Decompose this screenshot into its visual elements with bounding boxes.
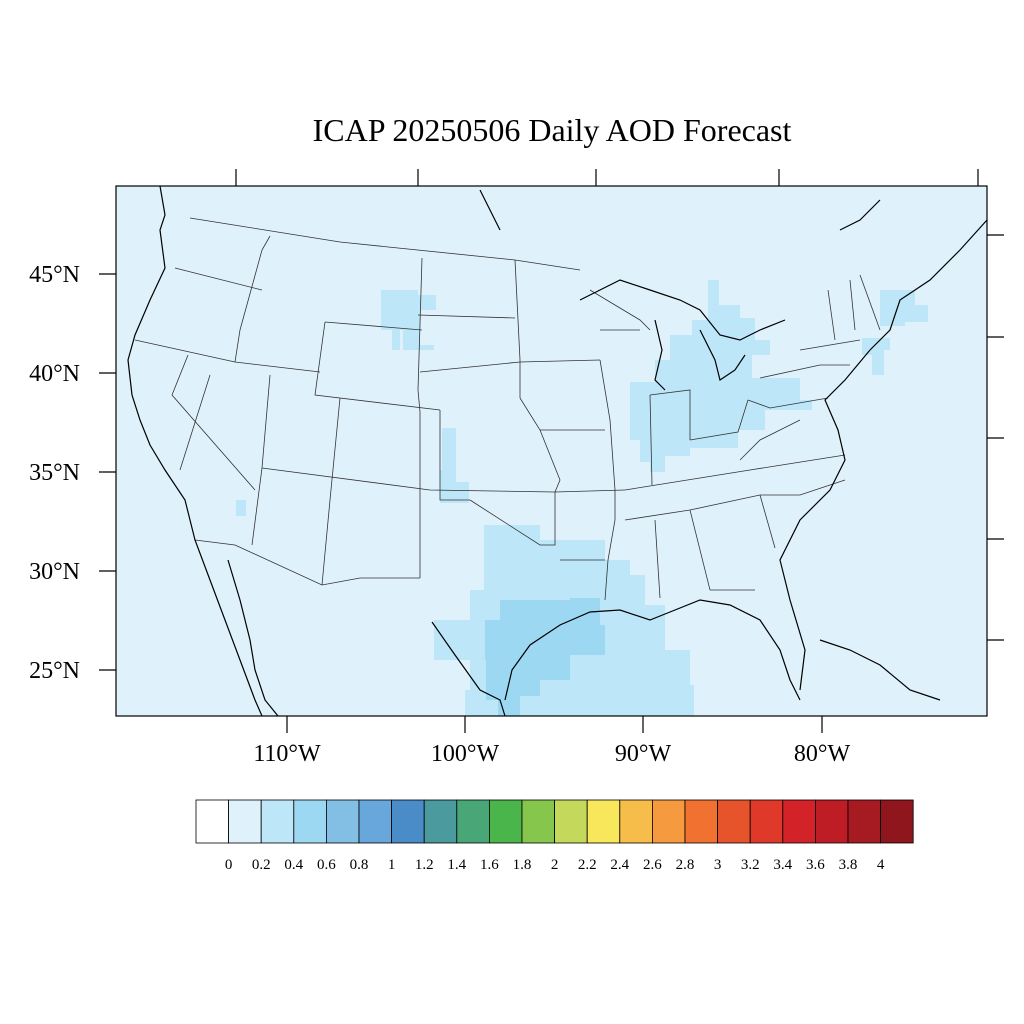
colorbar-swatch bbox=[260, 799, 295, 844]
lat-label: 25°N bbox=[29, 658, 80, 684]
aod-patch-montana bbox=[381, 290, 436, 350]
colorbar-label: 1.4 bbox=[447, 857, 466, 873]
left-ticks bbox=[99, 273, 116, 671]
colorbar-label: 0.6 bbox=[317, 857, 336, 873]
longitude-labels: 110°W 100°W 90°W 80°W bbox=[253, 741, 850, 767]
colorbar-swatch bbox=[652, 799, 686, 844]
aod-patch-arizona bbox=[236, 500, 246, 516]
colorbar-swatch bbox=[554, 799, 588, 844]
lon-label: 80°W bbox=[794, 741, 851, 767]
colorbar-swatch bbox=[586, 799, 621, 844]
colorbar-label: 4 bbox=[877, 857, 885, 873]
colorbar-label: 1.8 bbox=[513, 857, 532, 873]
aod-patch-great-lakes bbox=[630, 280, 812, 472]
colorbar-label: 2.8 bbox=[676, 857, 695, 873]
lat-label: 40°N bbox=[29, 361, 80, 387]
colorbar-swatch bbox=[684, 799, 718, 844]
colorbar-label: 2.6 bbox=[643, 857, 662, 873]
colorbar-label: 1.2 bbox=[415, 857, 434, 873]
aod-patch-new-york bbox=[862, 338, 890, 375]
colorbar-label: 0.2 bbox=[252, 857, 271, 873]
colorbar-labels: 0 0.2 0.4 0.6 0.8 1 1.2 1.4 1.6 1.8 2 2.2 2.4 2.6 2.8 3… bbox=[225, 857, 885, 873]
colorbar-label: 3.4 bbox=[773, 857, 792, 873]
lon-label: 110°W bbox=[253, 741, 321, 767]
colorbar-swatch bbox=[880, 799, 914, 844]
map-title: ICAP 20250506 Daily AOD Forecast bbox=[313, 112, 792, 148]
colorbar-label: 0.8 bbox=[350, 857, 369, 873]
colorbar-swatch bbox=[358, 799, 392, 844]
lon-label: 100°W bbox=[431, 741, 500, 767]
colorbar-swatch bbox=[782, 799, 816, 844]
colorbar-swatch bbox=[423, 799, 458, 844]
colorbar-swatch bbox=[847, 799, 881, 844]
colorbar-swatch bbox=[815, 799, 849, 844]
colorbar-label: 1.6 bbox=[480, 857, 499, 873]
coastlines bbox=[127, 186, 987, 716]
colorbar-label: 3.8 bbox=[839, 857, 858, 873]
top-ticks bbox=[235, 169, 979, 186]
aod-patch-wyoming bbox=[392, 330, 400, 350]
colorbar-swatch bbox=[521, 799, 555, 844]
colorbar bbox=[195, 799, 914, 844]
latitude-labels: 45°N 40°N 35°N 30°N 25°N bbox=[29, 262, 80, 684]
colorbar-swatch bbox=[228, 799, 262, 844]
colorbar-swatch bbox=[456, 799, 490, 844]
colorbar-label: 0 bbox=[225, 857, 233, 873]
colorbar-label: 1 bbox=[388, 857, 396, 873]
aod-patch-kansas bbox=[440, 428, 469, 503]
colorbar-swatch bbox=[488, 799, 523, 844]
colorbar-swatch bbox=[325, 799, 360, 844]
colorbar-label: 3 bbox=[714, 857, 722, 873]
colorbar-swatch bbox=[391, 799, 425, 844]
state-borders bbox=[134, 217, 881, 601]
map-frame bbox=[115, 185, 988, 717]
colorbar-swatch bbox=[293, 799, 327, 844]
bottom-ticks bbox=[286, 716, 823, 733]
colorbar-swatch bbox=[195, 799, 229, 844]
colorbar-label: 0.4 bbox=[284, 857, 303, 873]
colorbar-swatch bbox=[749, 799, 784, 844]
colorbar-label: 2 bbox=[551, 857, 559, 873]
aod-patch-gulf-medium bbox=[485, 598, 605, 716]
lat-label: 35°N bbox=[29, 460, 80, 486]
colorbar-label: 3.2 bbox=[741, 857, 760, 873]
lon-label: 90°W bbox=[615, 741, 672, 767]
colorbar-swatch bbox=[717, 799, 751, 844]
colorbar-label: 2.4 bbox=[610, 857, 629, 873]
lat-label: 45°N bbox=[29, 262, 80, 288]
colorbar-label: 3.6 bbox=[806, 857, 825, 873]
aod-patch-new-england bbox=[880, 290, 928, 326]
lat-label: 30°N bbox=[29, 559, 80, 585]
colorbar-swatch bbox=[619, 799, 653, 844]
colorbar-label: 2.2 bbox=[578, 857, 597, 873]
aod-shading-layer bbox=[236, 280, 928, 716]
right-ticks bbox=[987, 234, 1004, 641]
